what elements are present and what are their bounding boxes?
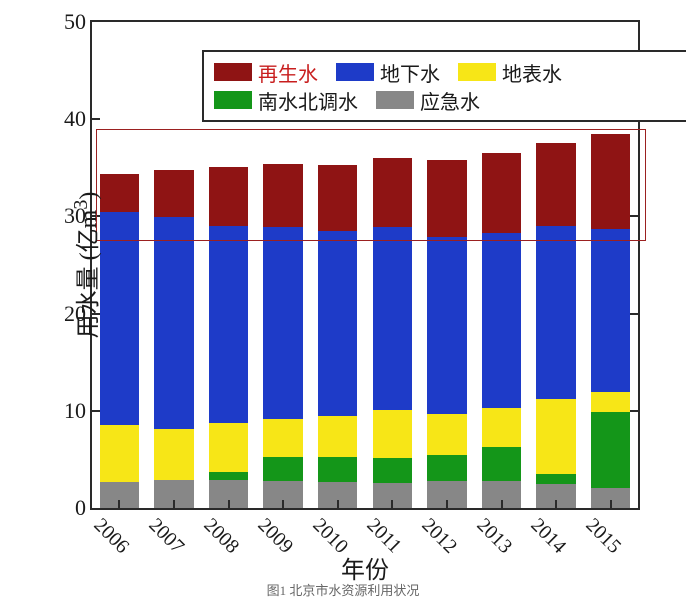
legend-item-reclaimed: 再生水 <box>214 58 318 87</box>
x-tick-mark <box>118 500 120 508</box>
bar-seg-surface <box>100 425 139 481</box>
legend-swatch <box>214 91 252 109</box>
bar-seg-transfer <box>373 458 412 482</box>
bar-seg-ground <box>482 233 521 408</box>
bar-seg-surface <box>536 399 575 474</box>
x-tick-mark <box>337 500 339 508</box>
legend-row: 再生水 地下水 地表水 <box>214 58 686 86</box>
bar-seg-transfer <box>482 447 521 481</box>
bar-seg-surface <box>263 419 302 458</box>
y-tick-mark <box>630 410 638 412</box>
x-tick-mark <box>555 500 557 508</box>
legend-swatch <box>376 91 414 109</box>
bar-seg-ground <box>373 227 412 410</box>
bar-seg-ground <box>209 226 248 423</box>
bar-seg-transfer <box>427 455 466 481</box>
bar-seg-ground <box>591 229 630 392</box>
x-tick-mark <box>173 500 175 508</box>
bar-seg-surface <box>154 429 193 480</box>
bar-seg-transfer <box>263 457 302 480</box>
legend-item-ground: 地下水 <box>336 58 440 87</box>
legend-row: 南水北调水 应急水 <box>214 86 686 114</box>
legend-label: 南水北调水 <box>258 86 358 115</box>
legend-swatch <box>336 63 374 81</box>
bar-seg-transfer <box>591 412 630 488</box>
bar-seg-ground <box>427 237 466 414</box>
bar-2006 <box>100 22 139 508</box>
bar-seg-transfer <box>209 472 248 480</box>
chart-container: 再生水地下水地表水南水北调水应急水 用水量 (亿m3) 年份 图1 北京市水资源… <box>0 0 686 598</box>
bar-seg-surface <box>318 416 357 458</box>
x-tick-mark <box>282 500 284 508</box>
legend-item-transfer: 南水北调水 <box>214 86 358 115</box>
bar-seg-surface <box>591 392 630 411</box>
bar-seg-ground <box>154 217 193 429</box>
y-tick-label: 30 <box>64 203 86 229</box>
bar-seg-surface <box>373 410 412 459</box>
legend-item-surface: 地表水 <box>458 58 562 87</box>
legend-swatch <box>214 63 252 81</box>
y-tick-label: 0 <box>75 495 86 521</box>
bar-seg-ground <box>536 226 575 399</box>
bar-seg-transfer <box>318 457 357 481</box>
plot-area: 再生水 地下水 地表水南水北调水 应急水 <box>90 20 640 510</box>
bar-seg-surface <box>427 414 466 455</box>
x-tick-mark <box>228 500 230 508</box>
bar-seg-ground <box>318 231 357 416</box>
y-tick-mark <box>630 313 638 315</box>
legend-label: 地下水 <box>380 58 440 87</box>
y-tick-label: 40 <box>64 106 86 132</box>
y-tick-label: 10 <box>64 398 86 424</box>
bar-seg-ground <box>100 212 139 426</box>
legend-label: 再生水 <box>258 58 318 87</box>
bar-seg-transfer <box>536 474 575 484</box>
x-tick-mark <box>501 500 503 508</box>
highlight-rect <box>96 129 646 241</box>
y-tick-label: 20 <box>64 301 86 327</box>
bar-seg-surface <box>209 423 248 472</box>
bar-2007 <box>154 22 193 508</box>
y-tick-label: 50 <box>64 9 86 35</box>
bar-seg-ground <box>263 227 302 418</box>
x-tick-mark <box>610 500 612 508</box>
legend: 再生水 地下水 地表水南水北调水 应急水 <box>202 50 686 122</box>
x-tick-mark <box>391 500 393 508</box>
figure-caption: 图1 北京市水资源利用状况 <box>0 580 686 599</box>
bar-seg-surface <box>482 408 521 447</box>
x-tick-mark <box>446 500 448 508</box>
legend-item-emergency: 应急水 <box>376 86 480 115</box>
legend-label: 应急水 <box>420 86 480 115</box>
legend-swatch <box>458 63 496 81</box>
legend-label: 地表水 <box>502 58 562 87</box>
